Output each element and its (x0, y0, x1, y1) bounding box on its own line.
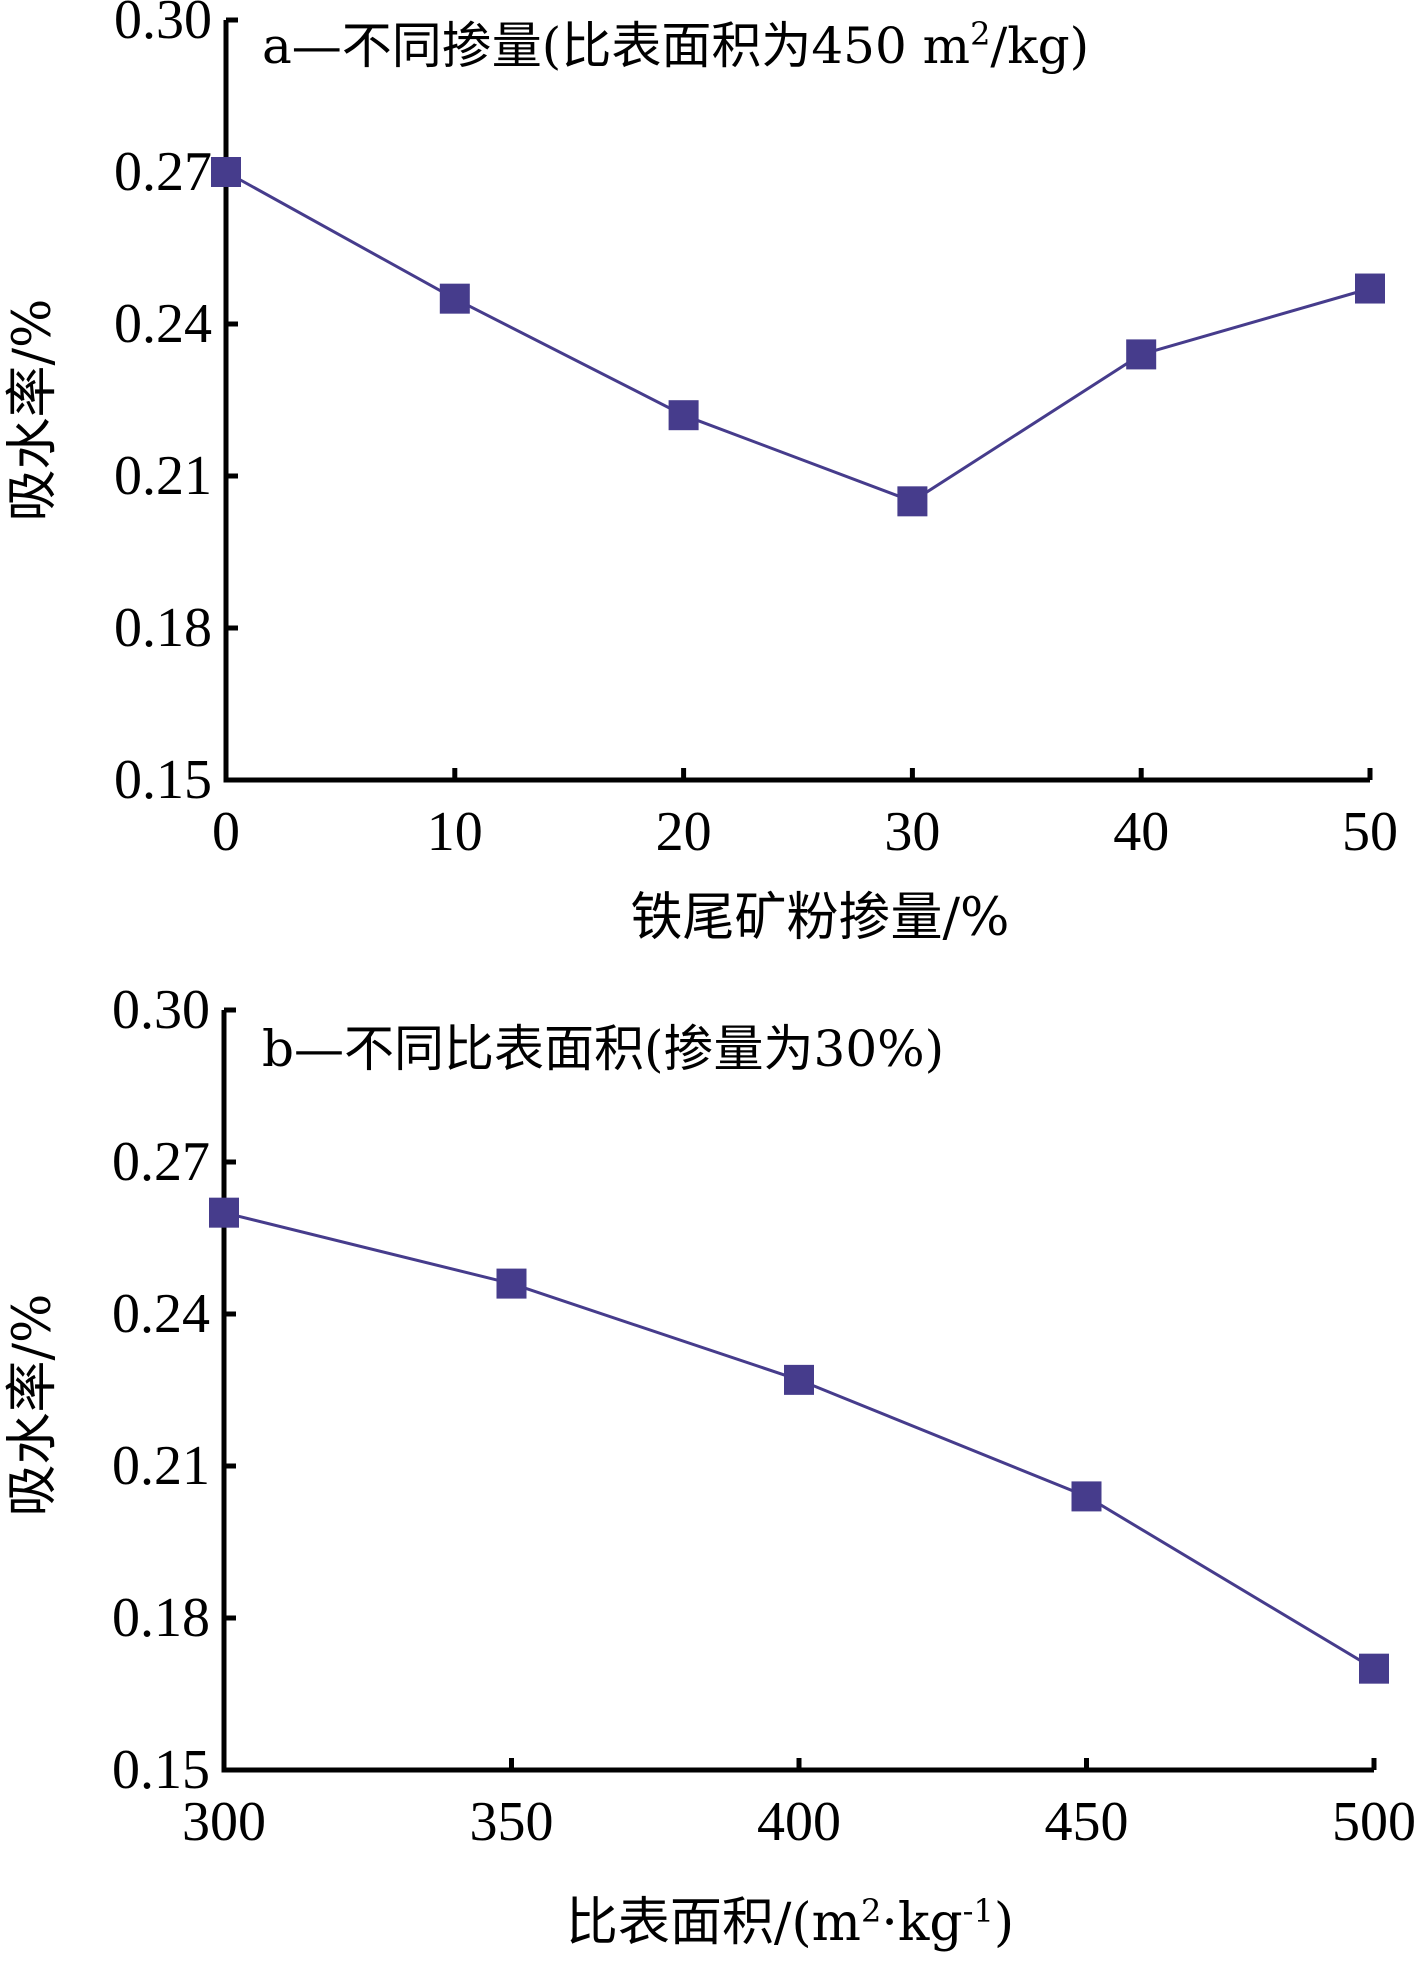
chart-a-y-tick-label: 0.27 (114, 141, 212, 203)
chart-a-data-point (897, 486, 928, 517)
chart-b-x-axis-label: 比表面积/(m2·kg-1) (566, 1892, 1014, 1953)
chart-b-y-tick-label: 0.15 (112, 1739, 210, 1801)
chart-a-data-point (1126, 339, 1157, 370)
chart-a: a—不同掺量(比表面积为450 m2/kg) 吸水率/% 铁尾矿粉掺量/% 0.… (3, 0, 1398, 948)
chart-b-y-axis-label: 吸水率/% (3, 1294, 63, 1517)
chart-a-x-tick-label: 30 (884, 801, 940, 863)
chart-b-x-tick-label: 350 (470, 1791, 554, 1853)
chart-a-x-tick-label: 10 (427, 801, 483, 863)
chart-a-data-point (1355, 273, 1385, 304)
chart-b-y-tick-label: 0.21 (112, 1435, 210, 1497)
chart-a-x-tick-label: 50 (1342, 801, 1398, 863)
chart-a-y-tick-label: 0.24 (114, 293, 212, 355)
chart-a-x-tick-label: 0 (212, 801, 240, 863)
chart-a-y-tick-label: 0.18 (114, 597, 212, 659)
chart-b-y-tick-label: 0.24 (112, 1283, 210, 1345)
chart-a-data-point (211, 157, 241, 187)
chart-b-x-tick-label: 500 (1332, 1791, 1416, 1853)
chart-a-series-line (225, 170, 1371, 503)
chart-b-data-point (209, 1197, 239, 1228)
chart-b-series-line (223, 1211, 1375, 1670)
chart-a-data-point (439, 283, 470, 314)
chart-a-y-tick-label: 0.30 (114, 0, 212, 51)
chart-b-data-point (1071, 1481, 1102, 1512)
chart-b-data-point (496, 1268, 527, 1299)
chart-a-x-axis-label: 铁尾矿粉掺量/% (631, 888, 1010, 948)
chart-a-data-point (668, 400, 699, 431)
chart-a-y-tick-label: 0.15 (114, 749, 212, 811)
chart-a-y-axis-label: 吸水率/% (3, 299, 63, 522)
chart-a-x-tick-label: 40 (1113, 801, 1169, 863)
chart-b-x-tick-label: 400 (757, 1791, 841, 1853)
chart-a-axes (223, 20, 1370, 783)
chart-b-y-tick-label: 0.30 (112, 979, 210, 1041)
chart-b-data-point (784, 1364, 814, 1395)
chart-b-x-tick-label: 300 (182, 1791, 266, 1853)
chart-b-y-tick-label: 0.18 (112, 1587, 210, 1649)
chart-b-x-tick-label: 450 (1045, 1791, 1129, 1853)
chart-b-data-point (1359, 1653, 1389, 1684)
chart-b-title: b—不同比表面积(掺量为30%) (262, 1020, 944, 1078)
chart-a-x-tick-label: 20 (656, 801, 712, 863)
chart-a-y-tick-label: 0.21 (114, 445, 212, 507)
chart-a-title: a—不同掺量(比表面积为450 m2/kg) (262, 15, 1089, 75)
chart-b-y-tick-label: 0.27 (112, 1131, 210, 1193)
chart-b: b—不同比表面积(掺量为30%) 吸水率/% 比表面积/(m2·kg-1) 0.… (3, 979, 1416, 1953)
